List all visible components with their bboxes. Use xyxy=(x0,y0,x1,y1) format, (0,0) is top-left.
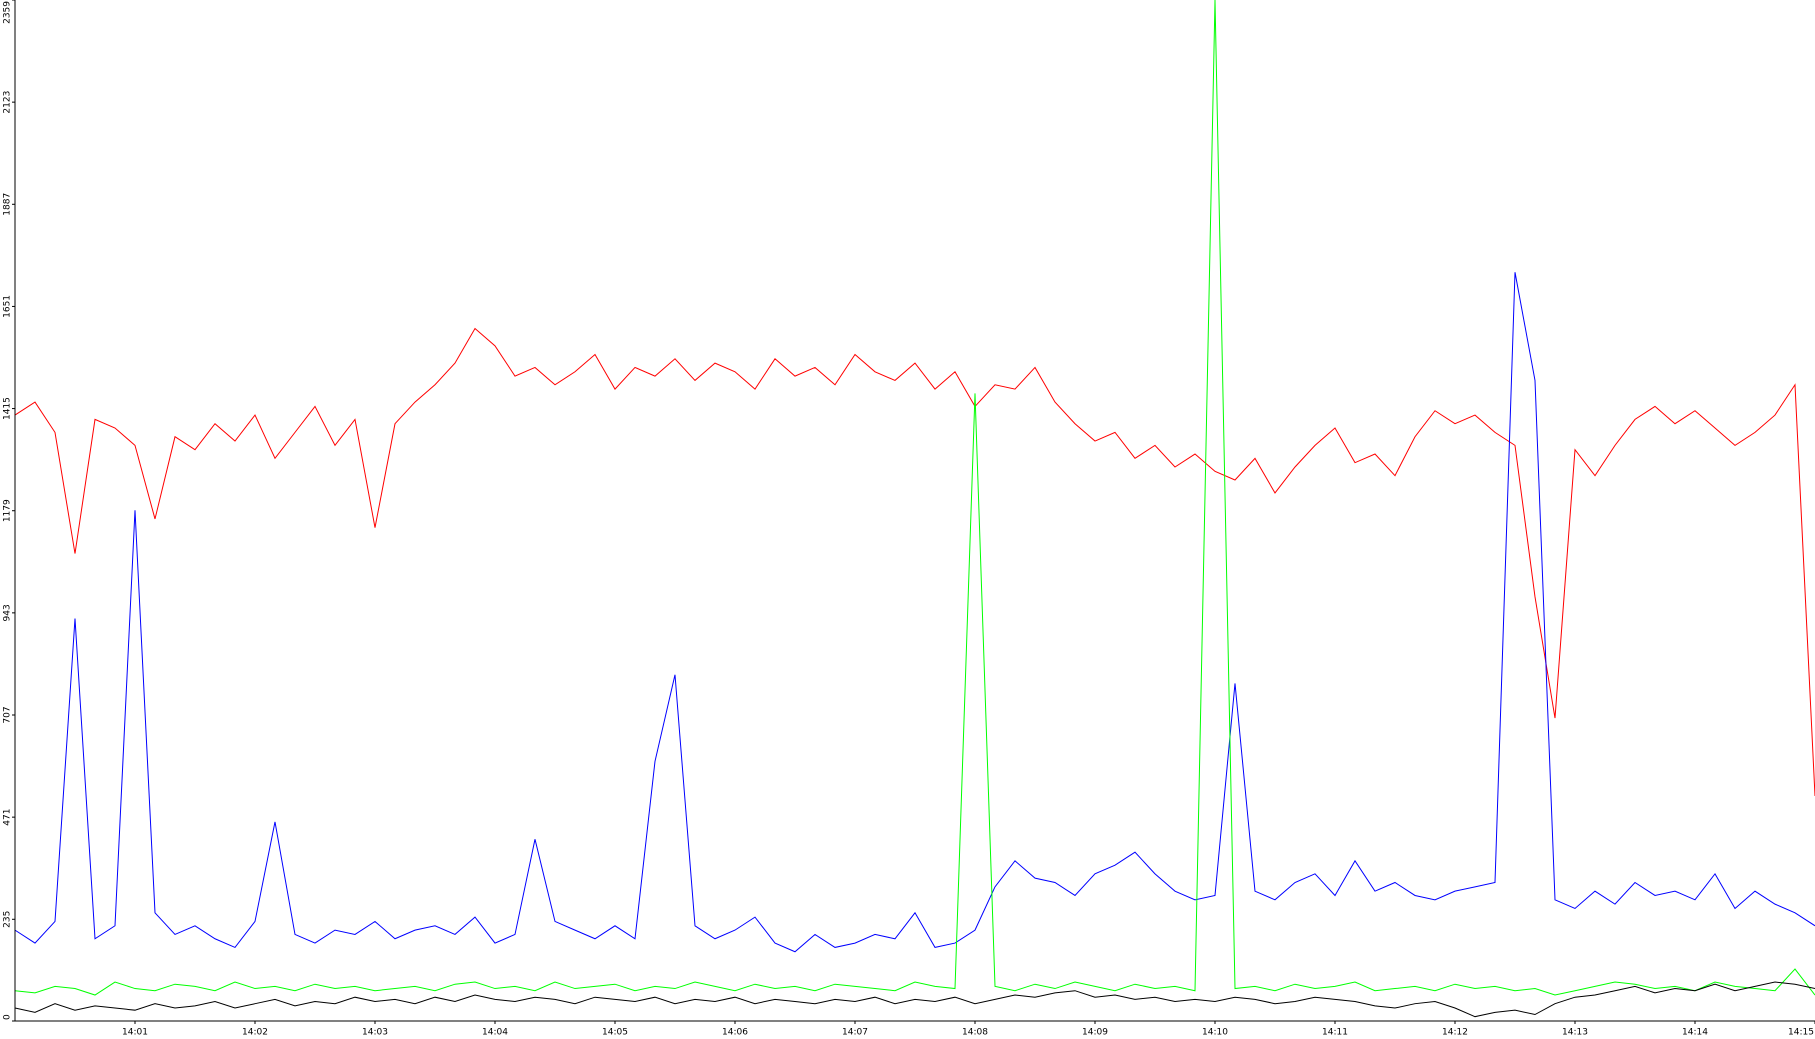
series-line xyxy=(14,0,1815,996)
y-tick-label: 235 xyxy=(3,911,13,928)
x-tick-label: 14:08 xyxy=(962,1028,988,1038)
x-tick-label: 14:10 xyxy=(1202,1028,1228,1038)
y-tick-label: 1651 xyxy=(3,295,13,318)
y-tick-label: 943 xyxy=(3,604,13,621)
x-tick-label: 14:04 xyxy=(482,1028,508,1038)
series-line xyxy=(14,272,1815,953)
y-tick-label: 1415 xyxy=(3,397,13,420)
x-tick-label: 14:12 xyxy=(1442,1028,1468,1038)
x-tick-label: 14:09 xyxy=(1082,1028,1108,1038)
y-tick-label: 1887 xyxy=(3,193,13,216)
x-tick-label: 14:14 xyxy=(1682,1028,1708,1038)
y-tick-label: 2123 xyxy=(3,91,13,114)
y-tick-label: 707 xyxy=(3,706,13,723)
x-tick-label: 14:03 xyxy=(362,1028,388,1038)
x-tick-label: 14:07 xyxy=(842,1028,868,1038)
y-tick-label: 471 xyxy=(3,809,13,826)
x-tick-label: 14:02 xyxy=(242,1028,268,1038)
series-line xyxy=(14,327,1815,796)
y-tick-label: 2359 xyxy=(3,1,13,24)
x-tick-label: 14:11 xyxy=(1322,1028,1348,1038)
x-tick-label: 14:05 xyxy=(602,1028,628,1038)
y-tick-label: 1179 xyxy=(3,499,13,522)
plot-area xyxy=(14,0,1815,1018)
series-line xyxy=(14,981,1815,1018)
x-tick-label: 14:13 xyxy=(1562,1028,1588,1038)
x-tick-label: 14:01 xyxy=(122,1028,148,1038)
x-tick-label: 14:15 xyxy=(1788,1028,1814,1038)
x-tick-label: 14:06 xyxy=(722,1028,748,1038)
y-tick-label: 0 xyxy=(3,1014,13,1020)
